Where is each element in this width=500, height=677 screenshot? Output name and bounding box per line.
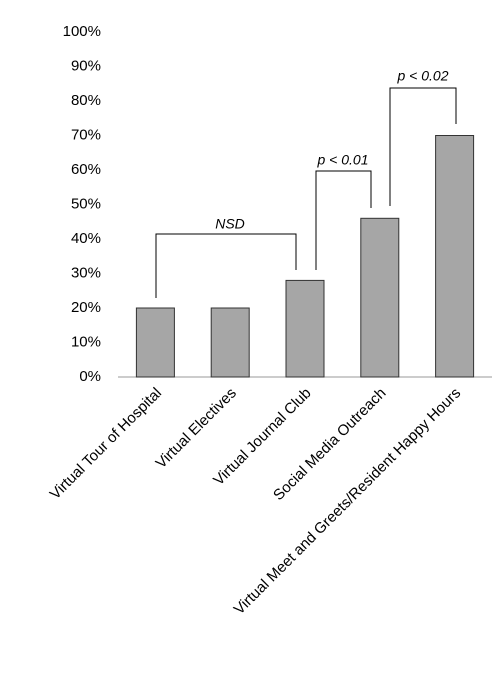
bar: [360, 217, 400, 378]
y-tick-label: 10%: [71, 333, 101, 350]
bar: [435, 135, 475, 378]
x-tick-label: Virtual Tour of Hospital: [47, 385, 165, 503]
y-tick-label: 20%: [71, 299, 101, 316]
x-tick-label: Virtual Electives: [153, 385, 240, 472]
annotation: p < 0.02: [397, 68, 449, 84]
y-tick-label: 80%: [71, 92, 101, 109]
y-tick-label: 30%: [71, 264, 101, 281]
y-tick-label: 0%: [79, 368, 101, 385]
bracket: [155, 233, 297, 298]
annotation: NSD: [215, 216, 245, 232]
bracket: [315, 170, 372, 270]
y-tick-label: 70%: [71, 126, 101, 143]
y-tick-label: 50%: [71, 195, 101, 212]
y-tick-label: 100%: [63, 23, 101, 40]
bracket: [389, 87, 457, 206]
bar: [135, 307, 175, 378]
bar: [210, 307, 250, 378]
bar: [285, 279, 325, 378]
y-tick-label: 60%: [71, 161, 101, 178]
annotation: p < 0.01: [317, 152, 369, 168]
y-tick-label: 40%: [71, 230, 101, 247]
y-tick-label: 90%: [71, 57, 101, 74]
